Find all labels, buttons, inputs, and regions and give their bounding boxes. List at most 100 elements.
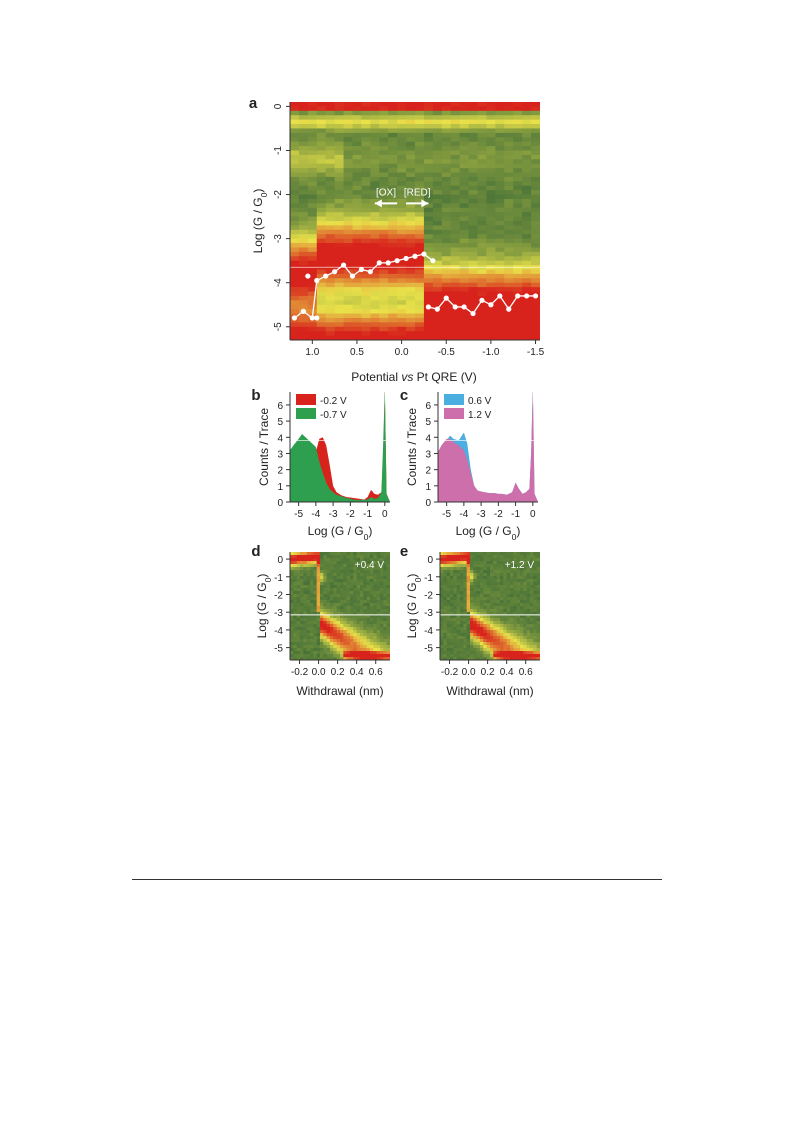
heatmap-cell [441,146,452,152]
heatmap-cell [303,591,308,595]
heatmap-cell [336,627,341,631]
heatmap-cell [453,651,458,655]
heatmap-cell [298,185,309,191]
heatmap-cell [496,651,501,655]
heatmap-cell [415,229,425,235]
heatmap-cell [379,335,389,340]
heatmap-cell [530,651,534,655]
heatmap-cell [513,633,518,637]
heatmap-cell [520,597,524,601]
heatmap-cell [476,576,481,580]
heatmap-cell [503,600,508,604]
heatmap-cell [486,597,491,601]
heatmap-cell [306,630,311,634]
heatmap-cell [356,594,361,598]
heatmap-cell [459,198,470,204]
heatmap-cell [483,627,488,631]
heatmap-cell [483,618,488,622]
heatmap-cell [523,594,528,598]
heatmap-cell [397,106,407,112]
heatmap-cell [441,278,452,284]
heatmap-cell [531,313,540,319]
heatmap-cell [476,570,481,574]
heatmap-cell [397,212,407,218]
heatmap-cell [510,600,514,604]
heatmap-cell [346,645,351,649]
heatmap-cell [504,269,514,275]
heatmap-cell [516,651,521,655]
heatmap-cell [310,627,314,631]
heatmap-cell [307,119,318,125]
heatmap-cell [386,570,390,574]
heatmap-cell [361,238,371,244]
heatmap-cell [477,260,488,266]
legend-swatch [444,394,464,405]
heatmap-cell [386,576,390,580]
heatmap-cell [316,642,321,646]
hist-c [438,392,538,502]
heatmap-cell [343,576,348,580]
heatmap-cell [468,295,479,301]
heatmap-cell [450,172,461,178]
heatmap-cell [423,229,434,235]
heatmap-cell [346,597,351,601]
heatmap-cell [432,168,443,174]
heatmap-cell [450,295,461,301]
heatmap-cell [366,576,371,580]
heatmap-cell [334,326,345,332]
heatmap-cell [536,645,540,649]
heatmap-cell [326,561,331,565]
heatmap-cell [326,588,331,592]
heatmap-cell [388,146,398,152]
heatmap-cell [352,110,363,116]
heatmap-cell [290,304,300,310]
heatmap-cell [523,630,528,634]
heatmap-cell [470,642,474,646]
heatmap-cell [293,579,298,583]
heatmap-cell [290,269,300,275]
heatmap-cell [533,639,538,643]
heatmap-cell [533,585,538,589]
heatmap-cell [531,216,540,222]
heatmap-cell [468,106,479,112]
heatmap-cell [356,582,361,586]
heatmap-cell [320,612,324,616]
heatmap-cell [510,627,514,631]
heatmap-cell [473,567,478,571]
heatmap-cell [446,621,451,625]
heatmap-cell [459,168,470,174]
heatmap-cell [336,600,341,604]
heatmap-cell [531,154,540,160]
heatmap-cell [370,273,380,279]
heatmap-cell [290,609,294,613]
heatmap-cell [346,603,351,607]
heatmap-cell [360,600,364,604]
heatmap-cell [531,172,540,178]
heatmap-cell [298,269,309,275]
heatmap-cell [326,612,331,616]
heatmap-cell [323,648,328,652]
heatmap-cell [306,603,311,607]
heatmap-cell [432,282,443,288]
heatmap-cell [326,624,331,628]
heatmap-cell [366,603,371,607]
heatmap-cell [531,269,540,275]
heatmap-cell [504,251,514,257]
heatmap-cell [486,198,496,204]
heatmap-cell [340,570,344,574]
heatmap-cell [468,154,479,160]
heatmap-cell [476,597,481,601]
heatmap-cell [376,579,381,583]
heatmap-cell [450,651,454,655]
heatmap-cell [460,651,464,655]
voltage-annotation: +1.2 V [505,560,535,571]
heatmap-cell [323,630,328,634]
heatmap-cell [495,141,505,147]
heatmap-cell [453,591,458,595]
heatmap-cell [353,552,358,556]
heatmap-cell [290,615,294,619]
heatmap-cell [480,573,484,577]
heatmap-cell [460,642,464,646]
heatmap-cell [361,256,371,262]
heatmap-cell [526,618,531,622]
